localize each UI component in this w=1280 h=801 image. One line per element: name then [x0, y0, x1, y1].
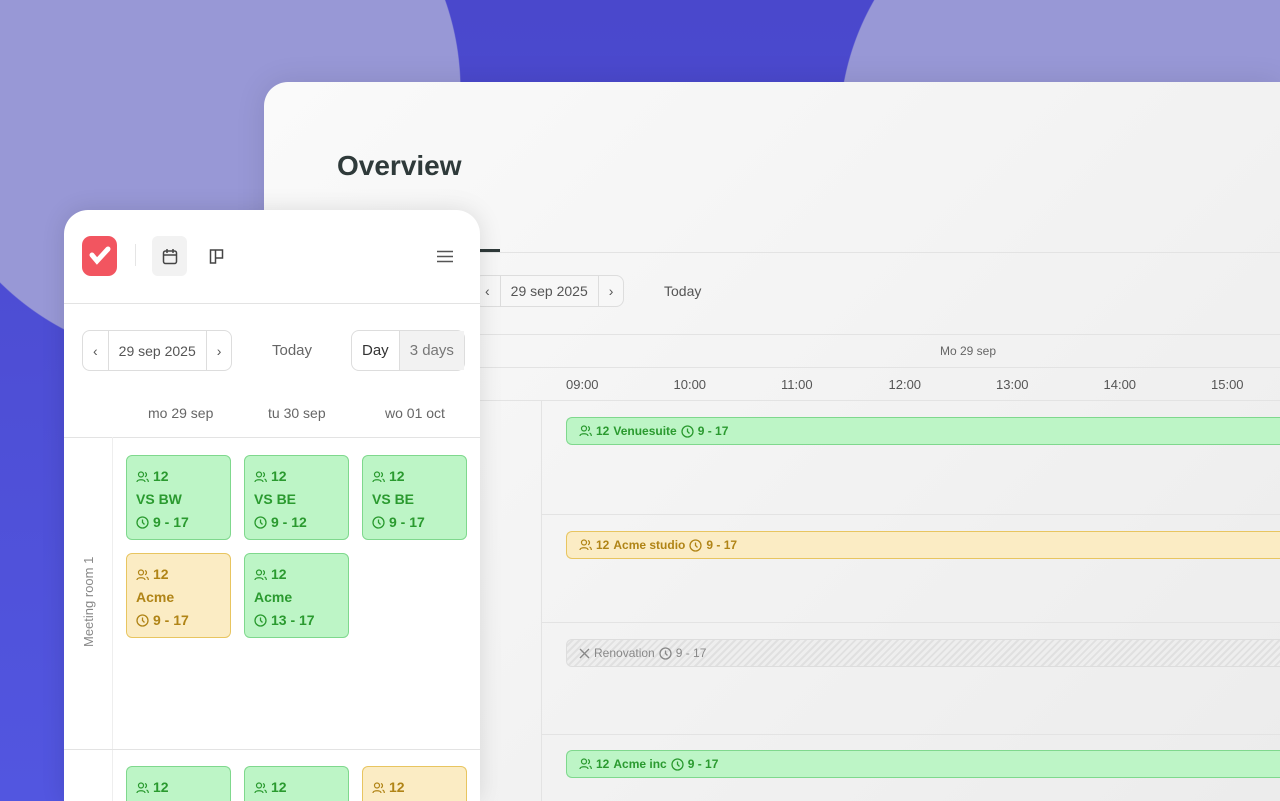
- people-icon: [136, 781, 149, 793]
- people-icon: [254, 568, 267, 580]
- booking-card[interactable]: 12 Acme 13 - 17: [244, 553, 349, 638]
- calendar-icon: [162, 248, 177, 264]
- mobile-window: ‹ 29 sep 2025 › Today Day 3 days mo 29 s…: [64, 210, 480, 801]
- people-icon: [136, 470, 149, 482]
- divider: [112, 437, 113, 801]
- date-display[interactable]: 29 sep 2025: [107, 331, 206, 370]
- row-divider: [541, 622, 1280, 623]
- divider: [135, 244, 136, 266]
- booking-bar[interactable]: 12 Acme inc 9 - 17: [566, 750, 1280, 778]
- booking-card[interactable]: 12 VS BE 9 - 12: [244, 455, 349, 540]
- booking-card[interactable]: 12 VS BW 9 - 17: [126, 455, 231, 540]
- day-header: wo 01 oct: [385, 405, 445, 421]
- hamburger-icon: [437, 250, 453, 263]
- clock-icon: [136, 614, 149, 627]
- people-icon: [579, 539, 592, 551]
- hour-label: 11:00: [781, 377, 813, 392]
- clock-icon: [671, 757, 684, 771]
- booking-bar[interactable]: Renovation 9 - 17: [566, 639, 1280, 667]
- room-label: Meeting room 1: [81, 556, 96, 647]
- page-title: Overview: [337, 150, 462, 181]
- booking-card[interactable]: 12: [126, 766, 231, 801]
- people-icon: [136, 568, 149, 580]
- people-icon: [579, 425, 592, 437]
- day-header: Mo 29 sep: [940, 344, 997, 358]
- menu-button[interactable]: [437, 250, 453, 268]
- date-display[interactable]: 29 sep 2025: [499, 276, 598, 306]
- people-icon: [579, 758, 592, 770]
- today-button[interactable]: Today: [664, 283, 702, 299]
- hour-label: 14:00: [1103, 377, 1137, 392]
- clock-icon: [136, 516, 149, 529]
- next-button[interactable]: ›: [205, 331, 232, 370]
- logo: [82, 236, 117, 276]
- row-divider: [541, 514, 1280, 515]
- booking-bar[interactable]: 12 Venuesuite 9 - 17: [566, 417, 1280, 445]
- clock-icon: [372, 516, 385, 529]
- hour-label: 12:00: [888, 377, 922, 392]
- date-navigator: ‹ 29 sep 2025 ›: [474, 275, 625, 307]
- clock-icon: [254, 614, 267, 627]
- booking-card[interactable]: 12 Acme 9 - 17: [126, 553, 231, 638]
- divider: [64, 303, 480, 304]
- people-icon: [254, 781, 267, 793]
- row-divider: [64, 749, 480, 750]
- blocked-icon: [579, 648, 590, 658]
- view-day[interactable]: Day: [362, 342, 389, 359]
- people-icon: [254, 470, 267, 482]
- divider: [264, 367, 1280, 368]
- booking-card[interactable]: 12 VS BE 9 - 17: [362, 455, 467, 540]
- booking-card[interactable]: 12: [244, 766, 349, 801]
- day-header: tu 30 sep: [268, 405, 326, 421]
- clock-icon: [659, 646, 672, 660]
- view-3-days[interactable]: 3 days: [398, 331, 464, 370]
- calendar-view-button[interactable]: [152, 236, 187, 276]
- prev-button[interactable]: ‹: [485, 283, 490, 299]
- booking-card[interactable]: 12: [362, 766, 467, 801]
- divider: [264, 252, 1280, 253]
- clock-icon: [681, 424, 694, 438]
- date-navigator: ‹ 29 sep 2025 ›: [82, 330, 233, 371]
- hour-label: 13:00: [996, 377, 1029, 392]
- view-switcher: Day 3 days: [351, 330, 465, 371]
- hour-label: 15:00: [1211, 377, 1244, 392]
- board-icon: [209, 249, 224, 264]
- day-header: mo 29 sep: [148, 405, 214, 421]
- clock-icon: [254, 516, 267, 529]
- divider: [64, 437, 480, 438]
- clock-icon: [689, 538, 703, 552]
- hour-label: 10:00: [673, 377, 707, 392]
- people-icon: [372, 470, 385, 482]
- divider: [541, 400, 542, 801]
- prev-button[interactable]: ‹: [93, 342, 98, 359]
- today-button[interactable]: Today: [272, 342, 313, 359]
- people-icon: [372, 781, 385, 793]
- board-view-button[interactable]: [209, 248, 225, 270]
- booking-bar[interactable]: 12 Acme studio 9 - 17: [566, 531, 1280, 559]
- divider: [264, 400, 1280, 401]
- row-divider: [541, 734, 1280, 735]
- hour-label: 09:00: [566, 377, 599, 392]
- divider: [264, 334, 1280, 335]
- next-button[interactable]: ›: [597, 276, 624, 306]
